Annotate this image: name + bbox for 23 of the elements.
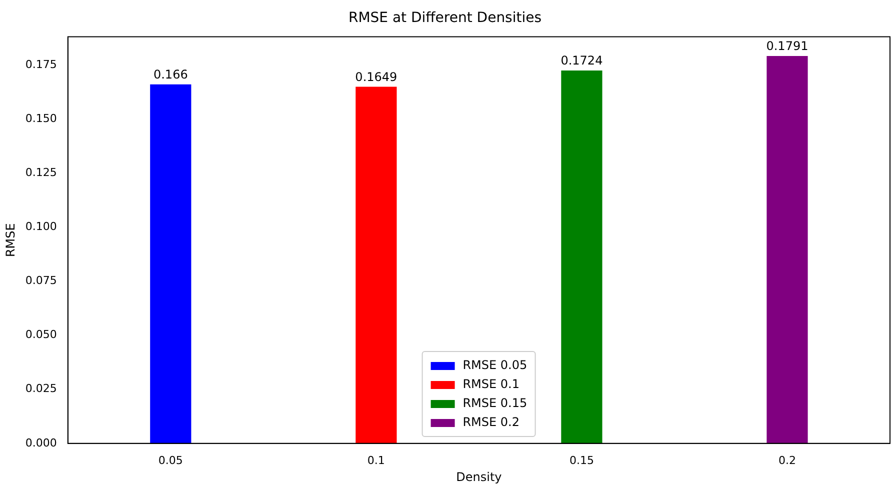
x-tick-label: 0.2 [778,454,796,467]
data-label: 0.166 [153,68,188,82]
y-tick-label: 0.000 [25,436,57,450]
data-label: 0.1649 [355,70,398,84]
data-label: 0.1791 [766,39,808,54]
legend-label: RMSE 0.1 [462,376,520,394]
y-tick-label: 0.050 [25,328,57,342]
chart-title: RMSE at Different Densities [348,10,542,26]
legend-label: RMSE 0.2 [462,414,520,432]
legend-label: RMSE 0.05 [462,357,528,374]
y-tick-label: 0.125 [25,166,57,179]
y-tick-label: 0.025 [25,382,57,396]
y-tick-label: 0.150 [25,112,57,125]
y-axis-title: RMSE [3,223,18,258]
y-tick-label: 0.075 [25,274,57,288]
y-tick-label: 0.100 [25,220,57,233]
legend-label: RMSE 0.15 [462,395,528,412]
x-tick-label: 0.05 [158,454,183,467]
x-tick-label: 0.1 [367,454,385,467]
data-label: 0.1724 [560,54,603,68]
x-axis-title: Density [456,470,502,484]
x-tick-label: 0.15 [569,454,594,467]
y-tick-label: 0.175 [25,58,57,71]
